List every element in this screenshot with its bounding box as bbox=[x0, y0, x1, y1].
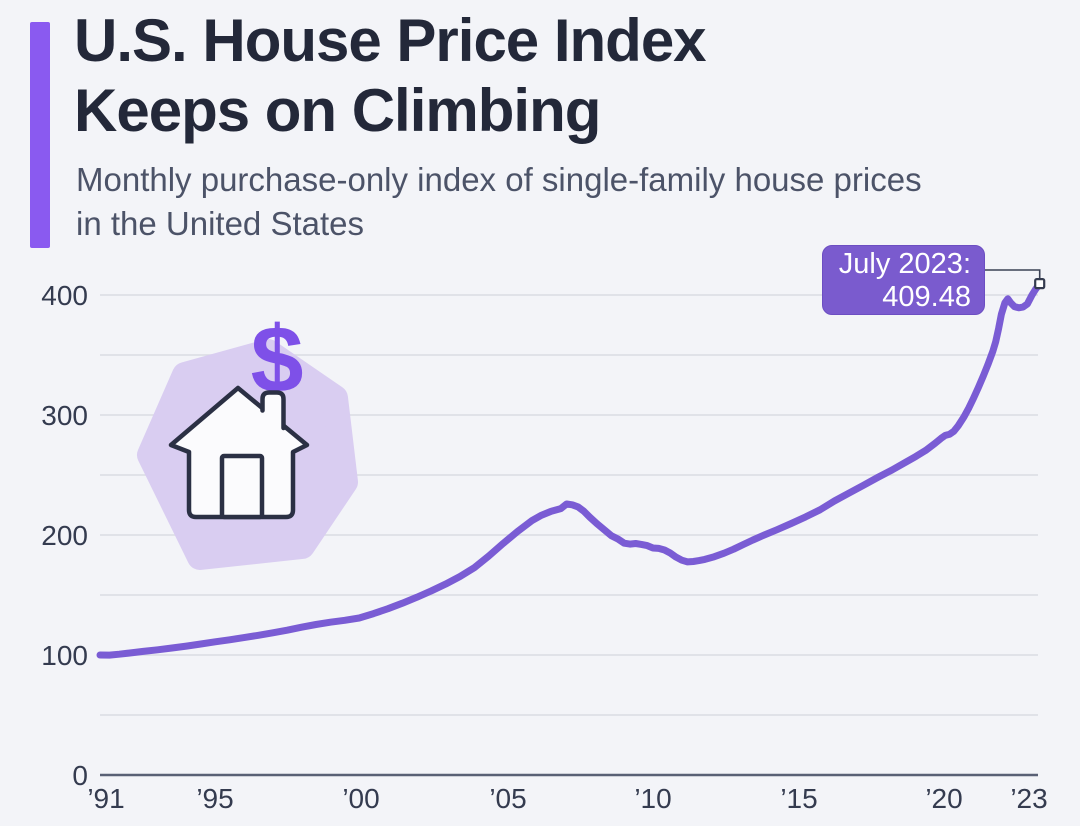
x-tick-label: ’23 bbox=[1010, 783, 1047, 814]
latest-point-marker bbox=[1034, 278, 1046, 290]
x-tick-label: ’91 bbox=[87, 783, 124, 814]
series-layer bbox=[96, 280, 1044, 659]
callout-value: 409.48 bbox=[882, 281, 971, 313]
y-tick-label: 100 bbox=[41, 640, 88, 671]
x-tick-label: ’15 bbox=[780, 783, 817, 814]
axis-layer: 0 100 200 300 400 ’91 ’95 ’00 ’05 ’10 ’15 ’20 ’23 bbox=[41, 280, 1047, 814]
y-tick-label: 0 bbox=[72, 760, 88, 791]
x-tick-label: ’10 bbox=[634, 783, 671, 814]
annotation-layer bbox=[985, 269, 1046, 290]
x-tick-label: ’95 bbox=[196, 783, 233, 814]
y-tick-label: 400 bbox=[41, 280, 88, 311]
chart-title-line2: Keeps on Climbing bbox=[74, 77, 601, 144]
chart-subtitle: Monthly purchase-only index of single-fa… bbox=[76, 158, 922, 246]
door-icon bbox=[219, 453, 265, 520]
house-icon-group: $ bbox=[137, 307, 358, 570]
callout-date: July 2023: bbox=[838, 248, 971, 280]
price-line bbox=[96, 280, 1044, 659]
y-tick-label: 200 bbox=[41, 520, 88, 551]
chart-title: U.S. House Price Index Keeps on Climbing bbox=[74, 6, 707, 146]
y-tick-label: 300 bbox=[41, 400, 88, 431]
chart-subtitle-line1: Monthly purchase-only index of single-fa… bbox=[76, 161, 922, 198]
x-tick-label: ’00 bbox=[342, 783, 379, 814]
title-accent-bar bbox=[30, 22, 50, 248]
chart-title-line1: U.S. House Price Index bbox=[74, 7, 707, 74]
x-tick-label: ’05 bbox=[489, 783, 526, 814]
value-callout: July 2023: 409.48 bbox=[822, 245, 985, 315]
chart-subtitle-line2: in the United States bbox=[76, 205, 365, 242]
callout-connector bbox=[985, 269, 1041, 279]
chimney-icon-fill bbox=[262, 392, 284, 430]
x-tick-label: ’20 bbox=[925, 783, 962, 814]
chimney-icon bbox=[260, 390, 286, 431]
